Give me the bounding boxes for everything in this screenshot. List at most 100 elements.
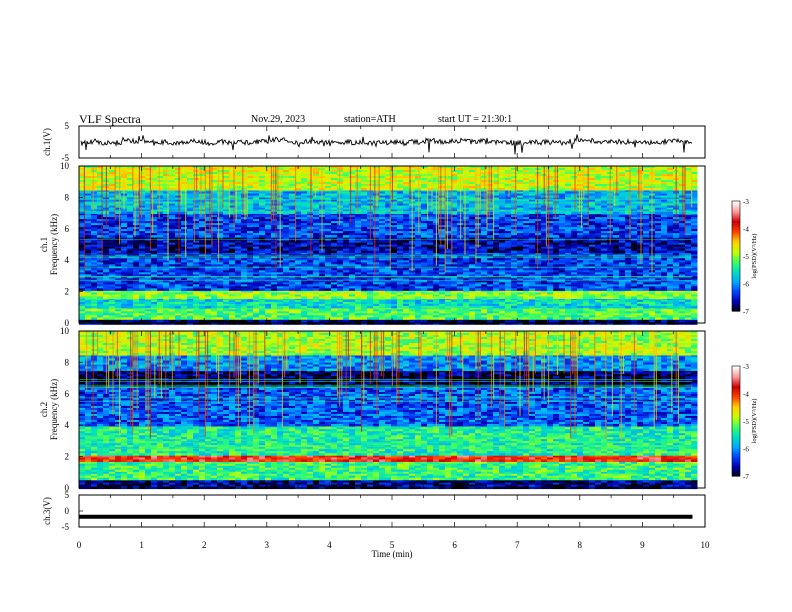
- ch1-band-4-cell: [493, 258, 500, 261]
- ch1-band-4-cell: [577, 254, 584, 257]
- ch1-band-4-cell: [619, 256, 626, 259]
- ch1-band-4-cell: [145, 274, 152, 277]
- ch1-band-2-cell: [199, 301, 206, 305]
- ch1-band-4-cell: [457, 280, 464, 283]
- ch1-band-4-cell: [511, 252, 518, 255]
- ch1-band-4-cell: [535, 258, 542, 261]
- ch1-band-0-cell: [595, 320, 602, 323]
- ch1-band-4-cell: [487, 282, 494, 285]
- ch1-band-2-cell: [655, 305, 662, 309]
- ch1-band-2-cell: [679, 305, 686, 309]
- ch1-band-5-cell: [541, 244, 548, 248]
- ch1-band-4-cell: [175, 254, 182, 257]
- ch1-band-4-cell: [541, 278, 548, 281]
- ch1-band-4-cell: [595, 286, 602, 289]
- ch1-band-4-cell: [115, 264, 122, 267]
- ch1-band-4-cell: [661, 274, 668, 277]
- ch1-band-1-cell: [133, 309, 140, 312]
- ch1-band-3-cell: [685, 292, 692, 295]
- ch1-band-5-cell: [499, 248, 506, 252]
- ch1-band-4-cell: [217, 286, 224, 289]
- ch1-band-4-cell: [427, 280, 434, 283]
- ch1-band-3-cell: [493, 292, 500, 295]
- ch1-band-3-cell: [505, 290, 512, 293]
- ch1-band-4-cell: [235, 272, 242, 275]
- ch1-band-5-cell: [325, 250, 332, 254]
- ch1-band-2-cell: [415, 305, 422, 309]
- ch1-band-4-cell: [517, 258, 524, 261]
- ch1-band-4-cell: [145, 272, 152, 275]
- ch1-band-5-cell: [535, 248, 542, 252]
- ch1-band-3-cell: [505, 294, 512, 297]
- ch1-band-2-cell: [283, 297, 290, 301]
- ch1-band-4-cell: [379, 286, 386, 289]
- ch1-band-5-cell: [151, 248, 158, 252]
- ch1-band-1-cell: [115, 311, 122, 314]
- ch1-band-2-cell: [187, 303, 194, 307]
- ch1-band-2-cell: [607, 301, 614, 305]
- ch1-band-4-cell: [193, 254, 200, 257]
- ch1-band-5-cell: [271, 250, 278, 254]
- ch1-band-3-cell: [397, 296, 404, 299]
- ch1-band-1-cell: [367, 311, 374, 314]
- ch1-band-5-cell: [127, 236, 134, 240]
- ch1-band-4-cell: [301, 284, 308, 287]
- ch1-band-5-cell: [175, 242, 182, 246]
- ch1-band-1-cell: [391, 313, 398, 316]
- ch1-band-4-cell: [313, 264, 320, 267]
- ch1-band-4-cell: [655, 284, 662, 287]
- ch1-band-2-cell: [115, 297, 122, 301]
- ch1-band-4-cell: [403, 288, 410, 291]
- ch1-band-5-cell: [631, 246, 638, 250]
- ch1-band-4-cell: [91, 252, 98, 255]
- ch1-band-4-cell: [583, 252, 590, 255]
- ch1-band-4-cell: [109, 264, 116, 267]
- ch1-band-1-cell: [109, 317, 116, 320]
- ch1-band-1-cell: [151, 307, 158, 310]
- ch1-band-3-cell: [637, 292, 644, 295]
- ch1-band-0-cell: [427, 322, 434, 325]
- ch1-band-5-cell: [355, 240, 362, 244]
- ch1-band-4-cell: [505, 274, 512, 277]
- ch1-band-3-cell: [229, 292, 236, 295]
- ch1-band-2-cell: [457, 299, 464, 303]
- ch1-band-1-cell: [553, 307, 560, 310]
- ch1-band-5-cell: [139, 236, 146, 240]
- ch1-band-5-cell: [655, 236, 662, 240]
- ch1-band-5-cell: [175, 240, 182, 244]
- ch1-band-2-cell: [367, 299, 374, 303]
- ch1-band-4-cell: [211, 288, 218, 291]
- ch1-band-1-cell: [445, 307, 452, 310]
- ch1-band-5-cell: [289, 236, 296, 240]
- ch1-band-4-cell: [259, 268, 266, 271]
- ch1-band-5-cell: [463, 242, 470, 246]
- ch1-band-1-cell: [121, 311, 128, 314]
- ch1-band-4-cell: [133, 266, 140, 269]
- ch1-band-0-cell: [613, 320, 620, 323]
- ch1-band-0-cell: [433, 320, 440, 323]
- ch1-band-1-cell: [661, 317, 668, 320]
- ch1-band-2-cell: [571, 305, 578, 309]
- ch1-band-5-cell: [325, 240, 332, 244]
- ch1-band-3-cell: [217, 294, 224, 297]
- ch1-band-1-cell: [673, 315, 680, 318]
- ch1-band-4-cell: [325, 276, 332, 279]
- ch1-band-5-cell: [157, 236, 164, 240]
- ch1-band-4-cell: [559, 254, 566, 257]
- ch1-band-4-cell: [553, 282, 560, 285]
- ch1-band-2-cell: [247, 305, 254, 309]
- ch1-band-1-cell: [175, 311, 182, 314]
- ch1-band-1-cell: [499, 315, 506, 318]
- ch1-band-4-cell: [355, 276, 362, 279]
- ch1-band-4-cell: [487, 266, 494, 269]
- ch1-band-4-cell: [493, 288, 500, 291]
- ch1-band-1-cell: [421, 317, 428, 320]
- ch1-band-1-cell: [193, 313, 200, 316]
- ch1-band-0-cell: [271, 320, 278, 323]
- ch1-band-4-cell: [439, 258, 446, 261]
- ch1-band-4-cell: [157, 286, 164, 289]
- ch1-band-5-cell: [79, 236, 86, 240]
- ch1-band-4-cell: [559, 270, 566, 273]
- ch1-band-6-cell: [637, 215, 644, 218]
- ch1-band-3-cell: [133, 294, 140, 297]
